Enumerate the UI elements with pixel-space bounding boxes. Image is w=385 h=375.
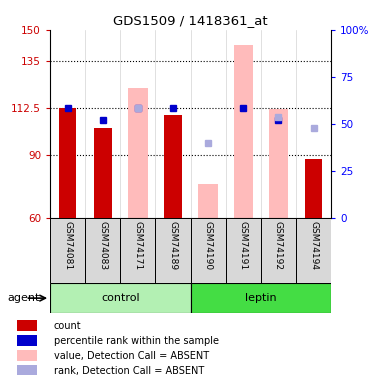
Bar (50, 217, 85, 283)
Text: GSM74081: GSM74081 (63, 221, 72, 270)
Bar (305, 159, 322, 218)
Bar (59, 108, 76, 218)
Text: count: count (54, 321, 82, 331)
Bar (234, 45, 253, 218)
Text: GSM74190: GSM74190 (204, 221, 213, 270)
Bar (50, 283, 191, 313)
Bar (296, 217, 331, 283)
Text: value, Detection Call = ABSENT: value, Detection Call = ABSENT (54, 351, 209, 361)
Text: GSM74083: GSM74083 (98, 221, 107, 270)
Text: GSM74192: GSM74192 (274, 221, 283, 270)
Bar (17, 335, 37, 346)
Text: agent: agent (8, 293, 40, 303)
Bar (191, 283, 331, 313)
Text: leptin: leptin (245, 293, 277, 303)
Bar (121, 217, 156, 283)
Bar (269, 109, 288, 217)
Title: GDS1509 / 1418361_at: GDS1509 / 1418361_at (113, 15, 268, 27)
Bar (17, 365, 37, 375)
Bar (164, 116, 182, 218)
Bar (226, 217, 261, 283)
Text: GSM74194: GSM74194 (309, 221, 318, 270)
Text: rank, Detection Call = ABSENT: rank, Detection Call = ABSENT (54, 366, 204, 375)
Bar (17, 350, 37, 361)
Text: control: control (101, 293, 140, 303)
Text: GSM74171: GSM74171 (133, 221, 142, 270)
Bar (199, 184, 218, 218)
Bar (191, 217, 226, 283)
Text: percentile rank within the sample: percentile rank within the sample (54, 336, 219, 346)
Bar (17, 320, 37, 331)
Text: GSM74189: GSM74189 (169, 221, 177, 270)
Text: GSM74191: GSM74191 (239, 221, 248, 270)
Bar (156, 217, 191, 283)
Bar (128, 88, 147, 218)
Bar (261, 217, 296, 283)
Bar (94, 128, 112, 218)
Bar (85, 217, 120, 283)
